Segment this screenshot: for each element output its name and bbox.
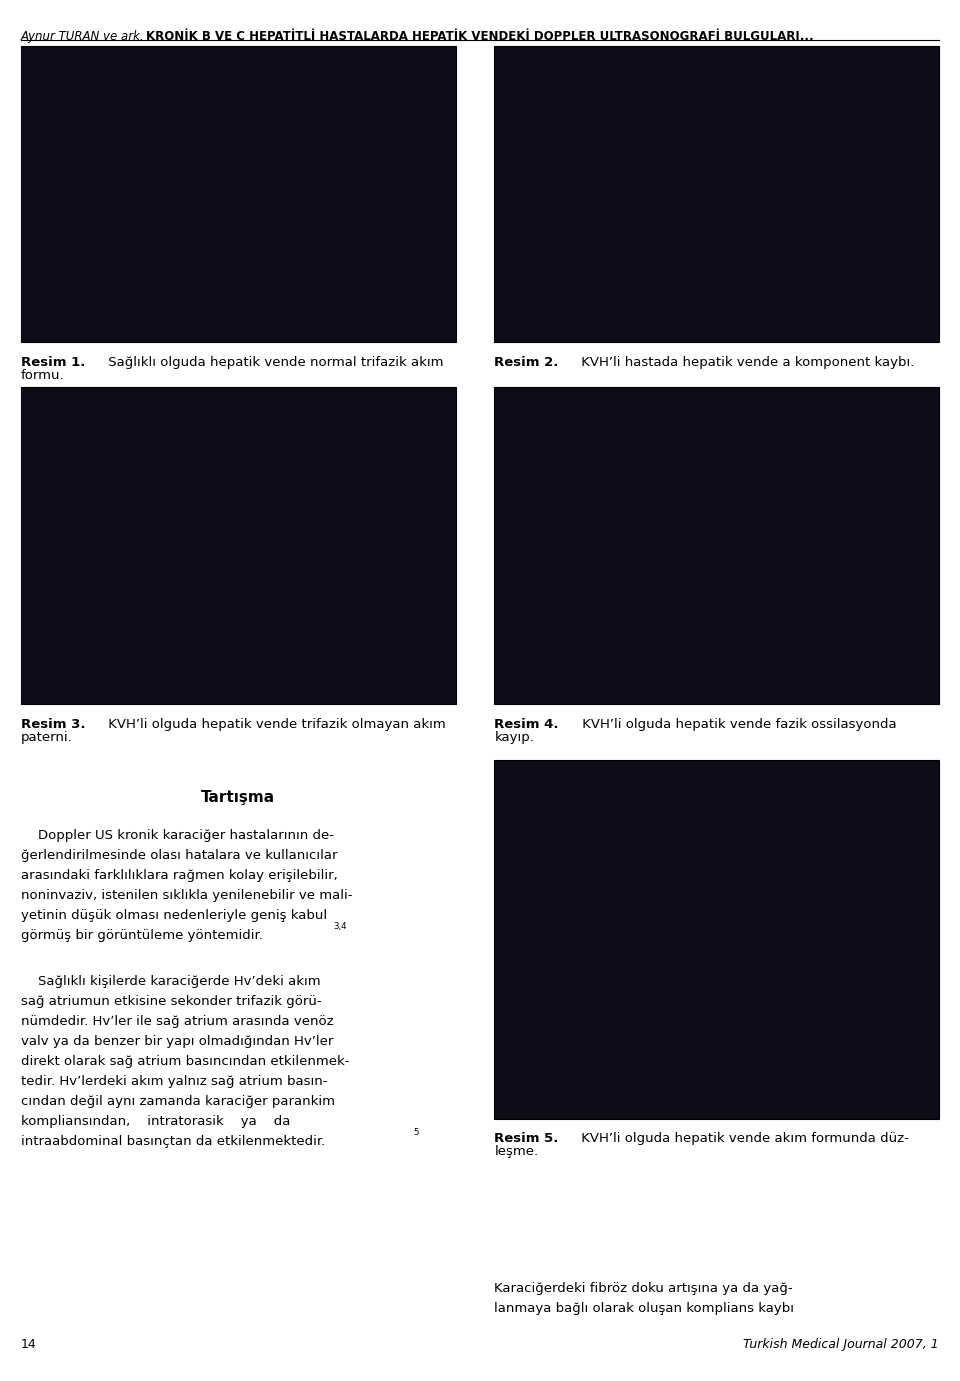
Text: sağ atriumun etkisine sekonder trifazik görü-: sağ atriumun etkisine sekonder trifazik … <box>21 994 322 1008</box>
Text: Resim 1.: Resim 1. <box>21 356 85 369</box>
Text: görmüş bir görüntüleme yöntemidir.: görmüş bir görüntüleme yöntemidir. <box>21 928 263 942</box>
Text: Resim 3.: Resim 3. <box>21 718 85 731</box>
Text: Tartışma: Tartışma <box>201 790 276 805</box>
Text: 5: 5 <box>414 1128 420 1137</box>
Text: intraabdominal basınçtan da etkilenmektedir.: intraabdominal basınçtan da etkilenmekte… <box>21 1135 325 1148</box>
Text: Sağlıklı olguda hepatik vende normal trifazik akım: Sağlıklı olguda hepatik vende normal tri… <box>105 356 444 369</box>
Text: 3,4: 3,4 <box>333 921 347 931</box>
Text: nümdedir. Hv’ler ile sağ atrium arasında venöz: nümdedir. Hv’ler ile sağ atrium arasında… <box>21 1015 334 1027</box>
Text: arasındaki farklılıklara rağmen kolay erişilebilir,: arasındaki farklılıklara rağmen kolay er… <box>21 869 338 881</box>
Text: KVH’li olguda hepatik vende akım formunda düz-: KVH’li olguda hepatik vende akım formund… <box>578 1132 909 1145</box>
Bar <box>494 387 939 704</box>
Text: kompliansından,    intratorasik    ya    da: kompliansından, intratorasik ya da <box>21 1116 291 1128</box>
Text: Turkish Medical Journal 2007, 1: Turkish Medical Journal 2007, 1 <box>743 1338 939 1351</box>
Text: Doppler US kronik karaciğer hastalarının de-: Doppler US kronik karaciğer hastalarının… <box>21 829 334 841</box>
Bar <box>21 46 456 342</box>
Text: Karaciğerdeki fibröz doku artışına ya da yağ-: Karaciğerdeki fibröz doku artışına ya da… <box>494 1282 793 1294</box>
Text: KRONİK B VE C HEPATİTLİ HASTALARDA HEPATİK VENDEKİ DOPPLER ULTRASONOGRAFİ BULGUL: KRONİK B VE C HEPATİTLİ HASTALARDA HEPAT… <box>146 30 814 43</box>
Bar <box>21 387 456 704</box>
Text: ğerlendirilmesinde olası hatalara ve kullanıcılar: ğerlendirilmesinde olası hatalara ve kul… <box>21 848 338 862</box>
Text: KVH’li olguda hepatik vende fazik ossilasyonda: KVH’li olguda hepatik vende fazik ossila… <box>578 718 897 731</box>
Text: kayıp.: kayıp. <box>494 731 535 744</box>
Text: lanmaya bağlı olarak oluşan komplians kaybı: lanmaya bağlı olarak oluşan komplians ka… <box>494 1301 795 1315</box>
Text: Aynur TURAN ve ark.: Aynur TURAN ve ark. <box>21 30 145 43</box>
Text: direkt olarak sağ atrium basıncından etkilenmek-: direkt olarak sağ atrium basıncından etk… <box>21 1055 349 1068</box>
Text: formu.: formu. <box>21 369 64 383</box>
Text: KVH’li hastada hepatik vende a komponent kaybı.: KVH’li hastada hepatik vende a komponent… <box>578 356 915 369</box>
Text: Sağlıklı kişilerde karaciğerde Hv’deki akım: Sağlıklı kişilerde karaciğerde Hv’deki a… <box>21 975 321 987</box>
Text: yetinin düşük olması nedenleriyle geniş kabul: yetinin düşük olması nedenleriyle geniş … <box>21 909 327 921</box>
Text: valv ya da benzer bir yapı olmadığından Hv’ler: valv ya da benzer bir yapı olmadığından … <box>21 1036 333 1048</box>
Text: KVH’li olguda hepatik vende trifazik olmayan akım: KVH’li olguda hepatik vende trifazik olm… <box>105 718 446 731</box>
Text: cından değil aynı zamanda karaciğer parankim: cından değil aynı zamanda karaciğer para… <box>21 1095 335 1108</box>
Bar <box>494 46 939 342</box>
Text: paterni.: paterni. <box>21 731 73 744</box>
Bar <box>494 760 939 1119</box>
Text: Resim 5.: Resim 5. <box>494 1132 559 1145</box>
Text: noninvaziv, istenilen sıklıkla yenilenebilir ve mali-: noninvaziv, istenilen sıklıkla yenileneb… <box>21 889 352 902</box>
Text: tedir. Hv’lerdeki akım yalnız sağ atrium basın-: tedir. Hv’lerdeki akım yalnız sağ atrium… <box>21 1076 327 1088</box>
Text: Resim 2.: Resim 2. <box>494 356 559 369</box>
Text: intraabdominal basınçtan da etkilenmektedir.: intraabdominal basınçtan da etkilenmekte… <box>21 1135 325 1148</box>
Text: leşme.: leşme. <box>494 1145 539 1159</box>
Text: Resim 4.: Resim 4. <box>494 718 559 731</box>
Text: görmüş bir görüntüleme yöntemidir.: görmüş bir görüntüleme yöntemidir. <box>21 928 263 942</box>
Text: 14: 14 <box>21 1338 36 1351</box>
